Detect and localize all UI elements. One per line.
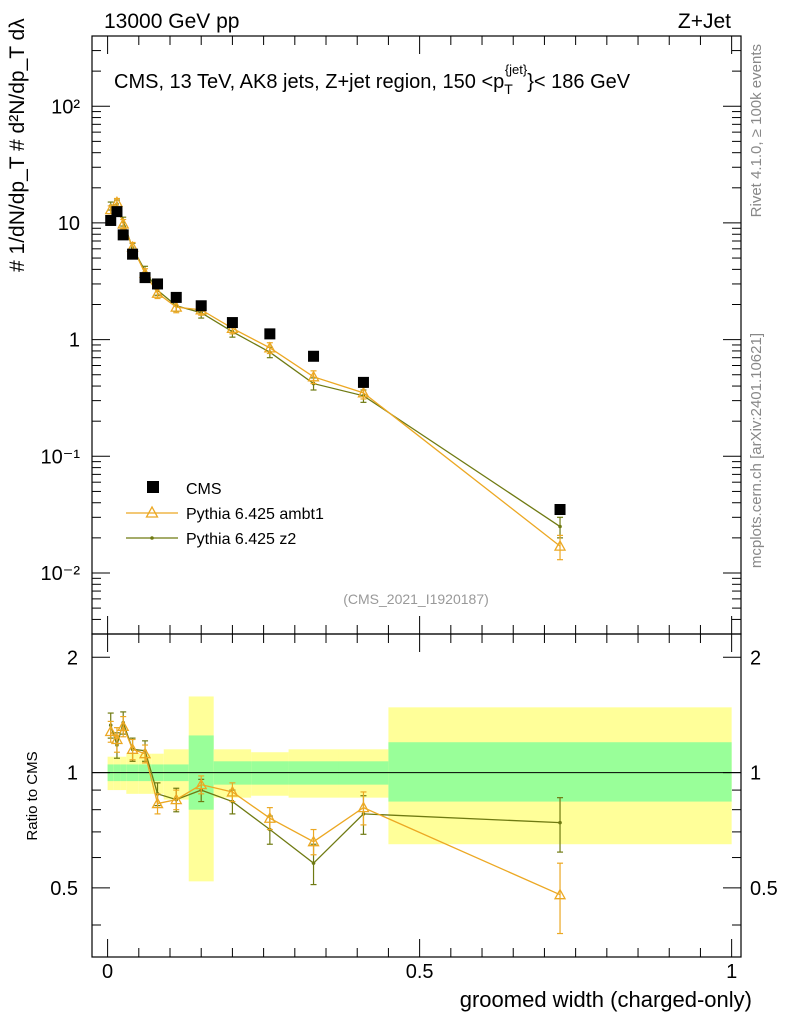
ratio-y-tick-label-right: 1	[750, 763, 761, 785]
ratio-ylabel: Ratio to CMS	[24, 751, 41, 840]
x-tick-label: 0	[102, 961, 113, 983]
cms-point	[195, 300, 207, 312]
cms-point	[105, 214, 117, 226]
main-y-tick-label: 1	[69, 330, 80, 352]
ratio-ambt1-point	[110, 733, 124, 745]
ratio-ambt1-point	[126, 742, 139, 754]
cms-point	[117, 229, 129, 241]
x-tick-label: 0.5	[406, 961, 434, 983]
ambt1-point	[151, 286, 164, 298]
ratio-ambt1-point	[138, 747, 152, 759]
main-y-ticks	[92, 35, 741, 635]
x-ticks	[107, 36, 733, 957]
ratio-band-inner	[388, 742, 732, 802]
cms-point	[170, 291, 182, 303]
ratio-y-tick-label-left: 2	[67, 647, 78, 669]
cms-point	[226, 317, 238, 329]
z2-series	[107, 199, 564, 539]
legend-label-z2: Pythia 6.425 z2	[186, 531, 296, 548]
ratio-y-ticks	[92, 656, 741, 926]
main-y-tick-label: 10⁻²	[41, 563, 81, 585]
ratio-y-tick-label-left: 1	[67, 763, 78, 785]
legend-marker-cms	[147, 481, 159, 493]
header-left: 13000 GeV pp	[104, 10, 239, 33]
cms-point	[308, 350, 320, 362]
x-axis-label: groomed width (charged-only)	[460, 987, 752, 1012]
legend-label-ambt1: Pythia 6.425 ambt1	[186, 506, 324, 523]
ambt1-point	[170, 300, 183, 312]
ambt1-line	[110, 201, 561, 547]
ratio-ambt1-point	[170, 793, 183, 805]
main-y-tick-label: 10⁻¹	[41, 446, 81, 468]
legend-marker-z2	[150, 536, 154, 540]
legend: CMS Pythia 6.425 ambt1 Pythia 6.425 z2	[126, 481, 324, 548]
ambt1-point	[307, 370, 320, 382]
legend-marker-ambt1	[145, 505, 159, 518]
ratio-ambt1-point	[357, 801, 370, 813]
ambt1-point	[553, 539, 567, 551]
main-y-tick-label: 10²	[51, 96, 80, 118]
cms-point	[554, 504, 566, 516]
ratio-ambt1-point	[226, 785, 239, 797]
legend-label-cms: CMS	[186, 481, 222, 498]
ambt1-point	[357, 386, 370, 398]
cms-point	[264, 328, 276, 340]
rivet-label: Rivet 4.1.0, ≥ 100k events	[748, 44, 765, 217]
ratio-ambt1-point	[117, 720, 130, 732]
ambt1-series	[104, 196, 567, 561]
cms-point	[152, 278, 164, 290]
mcplots-label: mcplots.cern.ch [arXiv:2401.10621]	[748, 333, 765, 568]
cms-point	[139, 272, 151, 284]
header-right: Z+Jet	[678, 10, 731, 33]
ratio-ambt1-point	[151, 797, 164, 809]
z2-line	[110, 203, 561, 528]
z2-point	[558, 524, 562, 529]
ratio-y-tick-label-right: 0.5	[750, 878, 778, 900]
analysis-watermark: (CMS_2021_I1920187)	[343, 591, 489, 607]
ratio-panel: 0 0.5 1 0.5 0.5 1 1 2 2	[50, 36, 778, 983]
ratio-ambt1-point	[104, 725, 117, 737]
ambt1-point	[263, 341, 276, 353]
main-ylabel: # 1/dN/dp_T # d²N/dp_T dλ	[6, 18, 29, 272]
ambt1-point	[117, 217, 130, 229]
cms-point	[127, 248, 139, 260]
cms-point	[357, 376, 369, 388]
cms-point	[111, 206, 123, 218]
ratio-y-tick-label-right: 2	[750, 647, 761, 669]
cms-series	[105, 206, 566, 516]
ratio-ambt1-point	[307, 835, 320, 847]
ratio-y-tick-label-left: 0.5	[50, 878, 78, 900]
main-title: CMS, 13 TeV, AK8 jets, Z+jet region, 150…	[114, 62, 631, 97]
ratio-ambt1-point	[263, 811, 276, 823]
ratio-ambt1-point	[195, 778, 208, 790]
ratio-z2-point	[558, 820, 562, 825]
ratio-frame	[91, 633, 742, 958]
ratio-ambt1-series	[104, 715, 567, 935]
main-ylabel-text: # 1/dN/dp_T # d²N/dp_T dλ	[6, 18, 29, 272]
ratio-z2-point	[311, 861, 316, 865]
ratio-ambt1-point	[553, 888, 567, 900]
main-y-tick-label: 10	[58, 213, 80, 235]
main-panel: 10⁻² 10⁻¹ 1 10 10²	[41, 35, 742, 635]
x-tick-label: 1	[726, 961, 737, 983]
